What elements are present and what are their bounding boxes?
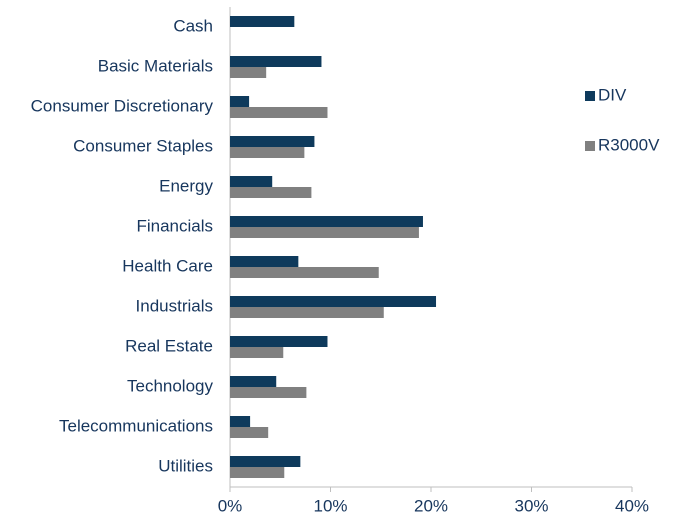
y-tick-label: Technology [127,376,214,395]
bar [230,296,437,307]
y-tick-label: Cash [173,16,213,35]
legend-label: R3000V [598,135,660,154]
y-tick-label: Consumer Discretionary [31,96,214,115]
y-tick-label: Energy [159,176,213,195]
bar [230,16,295,27]
bar [230,376,277,387]
bar [230,336,328,347]
bar [230,256,299,267]
x-tick-label: 10% [313,496,347,515]
bar [230,56,322,67]
bar [230,187,312,198]
bar [230,176,273,187]
bar [230,416,251,427]
x-tick-label: 40% [615,496,649,515]
x-tick-label: 20% [414,496,448,515]
bar [230,227,419,238]
legend-swatch [585,141,595,151]
bar [230,347,284,358]
bar [230,96,250,107]
legend-swatch [585,91,595,101]
y-tick-label: Real Estate [125,336,213,355]
y-tick-label: Industrials [136,296,213,315]
bar [230,67,267,78]
y-tick-label: Financials [136,216,213,235]
bar [230,147,305,158]
bar [230,307,384,318]
bar [230,467,285,478]
y-tick-label: Utilities [158,456,213,475]
bar [230,456,301,467]
bar [230,136,315,147]
bar [230,107,328,118]
y-tick-label: Health Care [122,256,213,275]
y-tick-label: Basic Materials [98,56,213,75]
bar [230,267,379,278]
bar [230,427,269,438]
bar [230,216,423,227]
x-tick-label: 0% [218,496,243,515]
y-tick-label: Consumer Staples [73,136,213,155]
legend-label: DIV [598,85,627,104]
x-tick-label: 30% [514,496,548,515]
y-tick-label: Telecommunications [59,416,213,435]
bar [230,387,307,398]
